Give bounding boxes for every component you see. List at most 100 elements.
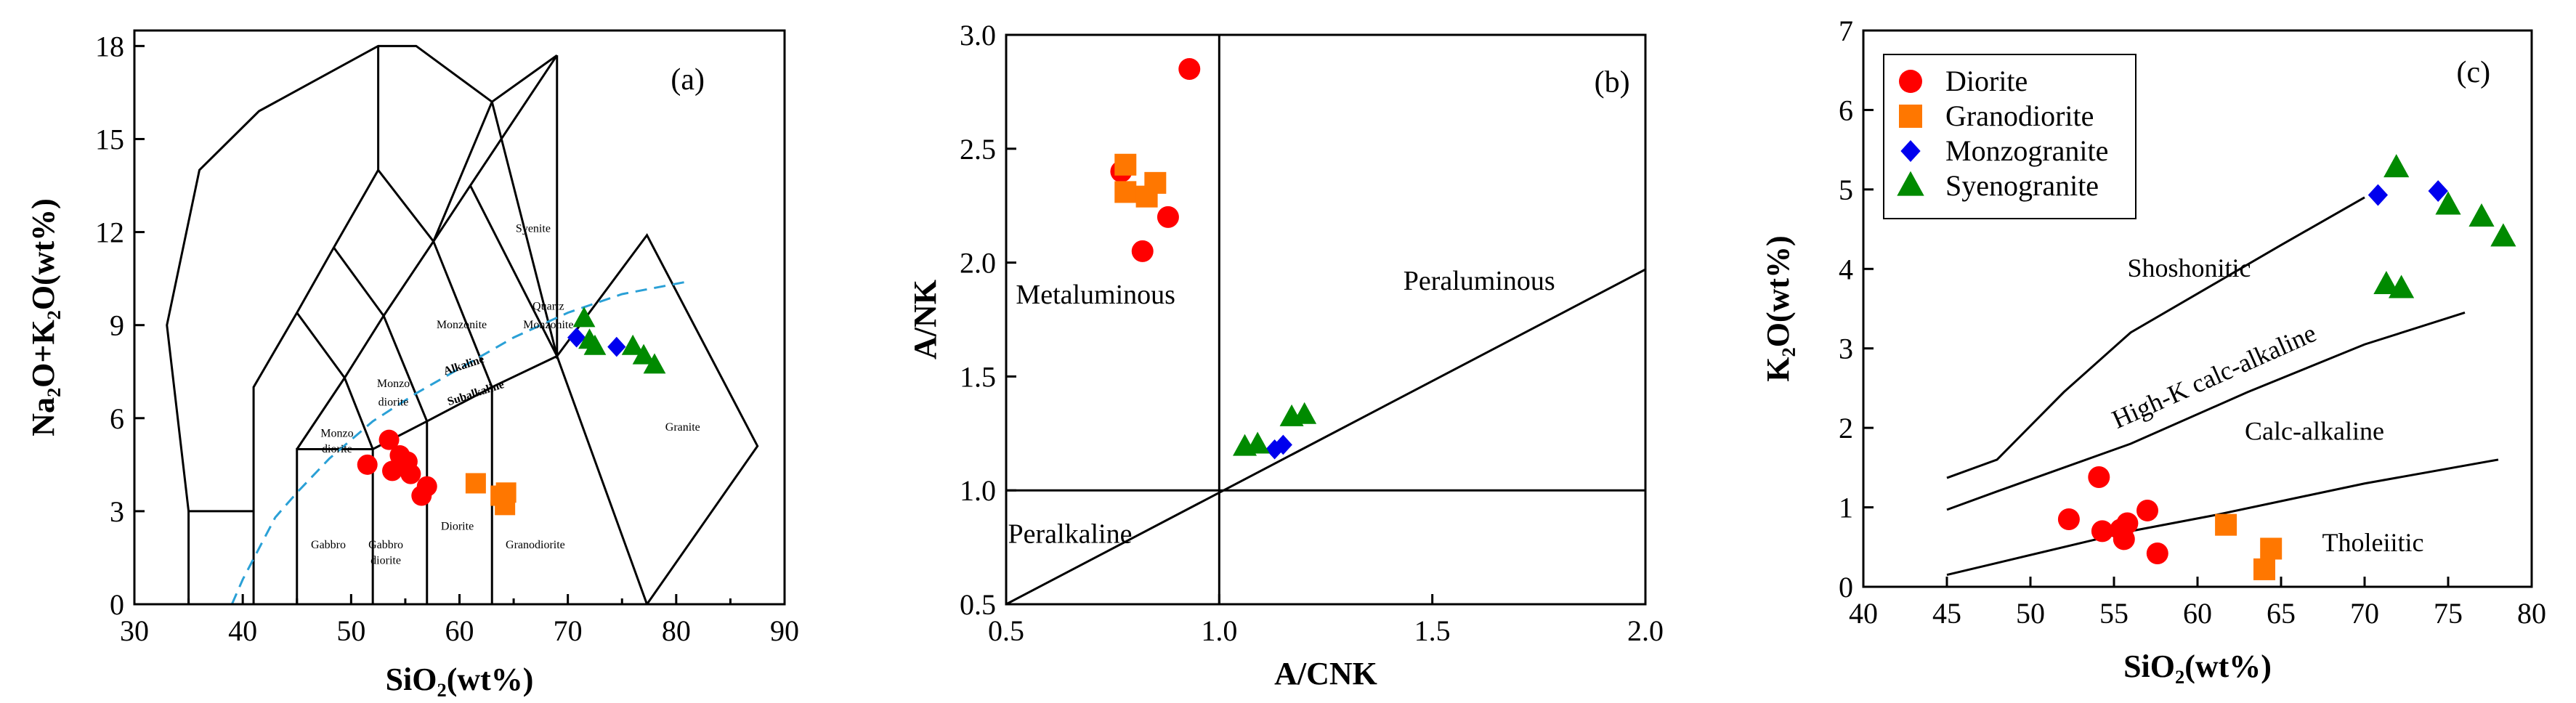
k2o-series-boundaries [1946, 196, 2499, 577]
diorite-point [2088, 466, 2110, 488]
diorite-point [2146, 543, 2168, 565]
panel-b-y-tick-labels: 0.5 1.0 1.5 2.0 2.5 3.0 [960, 19, 996, 621]
panel-c-data-points [2057, 154, 2516, 580]
monzogranite-point [2368, 184, 2389, 206]
syenogranite-point [621, 334, 644, 355]
field-label: Peralkaline [1008, 519, 1133, 549]
x-tick-label: 80 [662, 614, 691, 647]
panel-a-field-labels: Syenite Quartz Monzonite Monzonite AlkalineS… [311, 223, 700, 567]
high-k-boundary [1946, 312, 2466, 511]
syenogranite-point [632, 344, 655, 365]
panel-c-ticks [1862, 29, 2533, 588]
tas-boundary-line [333, 247, 385, 317]
diorite-point [378, 429, 400, 450]
y-tick-label: 6 [1839, 94, 1853, 126]
panel-a-data-points [357, 306, 666, 516]
x-tick-label: 45 [1932, 597, 1961, 630]
field-label: diorite [322, 443, 352, 455]
panel-c-x-tick-labels: 40 45 50 55 60 65 70 75 80 [1849, 597, 2546, 630]
panel-b-y-axis-title: A/NK [907, 280, 943, 359]
legend-syenogranite-marker [1897, 171, 1924, 196]
field-label: Granite [665, 421, 700, 434]
tas-boundary-line [296, 312, 346, 379]
panel-b-field-labels: Metaluminous Peraluminous Peralkaline [1008, 266, 1555, 549]
aluminum-saturation-boundaries [1005, 35, 1646, 606]
panel-a-x-tick-labels: 30 40 50 60 70 80 90 [120, 614, 799, 647]
y-tick-label: 3.0 [960, 19, 996, 52]
syenogranite-point [583, 334, 607, 355]
field-label: Monzo [377, 378, 410, 390]
diorite-point [416, 476, 437, 497]
x-tick-label: 70 [554, 614, 583, 647]
x-tick-label: 65 [2267, 597, 2296, 630]
field-label: Metaluminous [1016, 280, 1175, 310]
x-tick-label: 40 [228, 614, 257, 647]
diorite-point [382, 460, 403, 481]
panel-b-label: (b) [1595, 65, 1630, 99]
legend-box [1883, 54, 2136, 219]
x-tick-label: 60 [2183, 597, 2212, 630]
field-label: Shoshonitic [2127, 253, 2251, 283]
y-tick-label: 1 [1839, 492, 1853, 524]
syenogranite-point [643, 353, 666, 374]
granodiorite-point [2253, 558, 2275, 580]
granodiorite-point [495, 495, 516, 516]
y-tick-label: 18 [95, 30, 124, 62]
y-tick-label: 3 [110, 495, 124, 528]
legend-diorite-label: Diorite [1945, 65, 2028, 97]
calc-alkaline-boundary [1946, 458, 2499, 577]
field-label: Alkaline [442, 353, 485, 378]
syenogranite-point [2435, 191, 2461, 215]
y-tick-label: 6 [110, 402, 124, 435]
y-tick-label: 5 [1839, 174, 1853, 206]
field-label: Gabbro [368, 539, 403, 551]
diorite-point [1178, 58, 1201, 81]
legend-monzogranite-marker [1900, 140, 1921, 162]
field-label: Diorite [441, 521, 474, 533]
panel-a-label: (a) [671, 63, 705, 97]
y-tick-label: 12 [95, 216, 124, 249]
monzogranite-point [567, 327, 586, 348]
x-tick-label: 40 [1849, 597, 1878, 630]
x-tick-label: 80 [2517, 597, 2546, 630]
tas-boundary-line [432, 240, 493, 388]
y-tick-label: 0 [1839, 571, 1853, 604]
panel-a-ticks [133, 44, 786, 606]
y-tick-label: 0 [110, 588, 124, 621]
tas-boundary-line [382, 315, 429, 422]
diorite-point [1157, 206, 1179, 228]
x-tick-label: 50 [2016, 597, 2045, 630]
legend-syenogranite-label: Syenogranite [1945, 169, 2099, 202]
panel-b-frame [1005, 33, 1647, 606]
x-tick-label: 60 [445, 614, 474, 647]
field-label: Syenite [516, 223, 551, 235]
y-tick-label: 4 [1839, 253, 1853, 285]
syenogranite-point [1245, 431, 1270, 454]
panel-b-data-points [1110, 58, 1317, 460]
x-tick-label: 1.0 [1201, 614, 1237, 647]
field-label: Granodiorite [506, 539, 565, 551]
field-label: Tholeiitic [2322, 528, 2424, 557]
y-tick-label: 9 [110, 309, 124, 342]
field-label: Monzonite [523, 319, 573, 331]
tas-boundary-line [556, 55, 759, 605]
x-tick-label: 90 [770, 614, 799, 647]
diorite-point [1131, 240, 1154, 262]
x-tick-label: 55 [2099, 597, 2129, 630]
monzogranite-point [1273, 434, 1292, 455]
x-tick-label: 0.5 [988, 614, 1024, 647]
y-tick-label: 3 [1839, 333, 1853, 365]
granodiorite-point [1114, 153, 1137, 176]
panel-b-x-tick-labels: 0.5 1.0 1.5 2.0 [988, 614, 1664, 647]
field-label: Subalkaline [446, 378, 506, 408]
panel-b-x-axis-title: A/CNK [1274, 656, 1377, 691]
tas-boundary-line [343, 377, 374, 450]
panel-a-frame [133, 29, 786, 606]
legend-diorite-marker [1899, 70, 1922, 93]
diorite-point [357, 454, 378, 475]
panel-c-y-tick-labels: 0 1 2 3 4 5 6 7 [1839, 15, 1853, 604]
panel-a: 30 40 50 60 70 80 90 0 3 6 9 12 15 18 Syenite Quartz M… [25, 29, 799, 697]
y-tick-label: 0.5 [960, 588, 996, 621]
syenogranite-point [2383, 154, 2410, 178]
x-tick-label: 70 [2350, 597, 2379, 630]
